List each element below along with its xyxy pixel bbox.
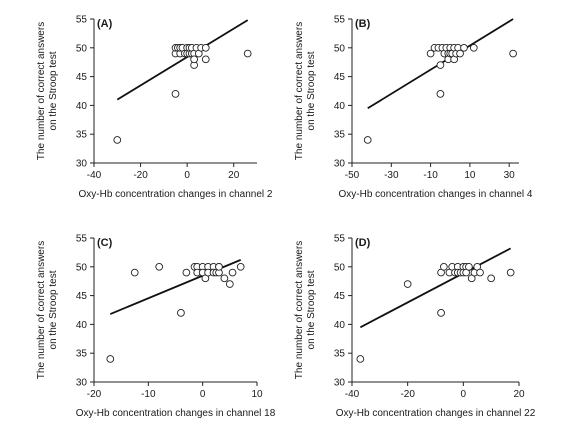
data-point bbox=[476, 268, 484, 277]
y-tick-label: 45 bbox=[334, 291, 346, 302]
data-point bbox=[440, 262, 448, 271]
data-point bbox=[228, 268, 237, 277]
x-tick-label: 10 bbox=[251, 389, 263, 400]
panel-label: (D) bbox=[355, 237, 371, 249]
y-tick-label: 50 bbox=[76, 262, 88, 273]
y-axis-label: The number of correct answerson the Stro… bbox=[36, 241, 59, 379]
x-tick-label: 0 bbox=[461, 389, 467, 400]
y-tick-label: 35 bbox=[76, 130, 88, 141]
x-tick-label: -20 bbox=[133, 170, 148, 181]
y-tick-label: 55 bbox=[76, 15, 88, 26]
data-point bbox=[243, 49, 252, 58]
panel-label: (B) bbox=[355, 18, 371, 30]
data-point bbox=[436, 90, 445, 98]
data-point bbox=[190, 55, 198, 64]
y-tick-label: 35 bbox=[334, 130, 346, 141]
y-tick-label: 35 bbox=[334, 349, 346, 360]
x-tick-label: -10 bbox=[423, 170, 438, 181]
panel-label: (A) bbox=[97, 18, 113, 30]
y-tick-label: 40 bbox=[334, 320, 346, 331]
scatter-panel-3: 30 35 40 45 50 55 -20 -10 0 10 (C) Oxy-Hb concentra… bbox=[36, 234, 276, 420]
scatter-panel-2: 30 35 40 45 50 55 -50 -30 -10 10 30 (B) Oxy-Hb conce… bbox=[294, 15, 533, 201]
x-tick-label: 20 bbox=[513, 389, 525, 400]
y-tick-label: 35 bbox=[76, 349, 88, 360]
x-tick-label: -50 bbox=[345, 170, 360, 181]
y-tick-label: 40 bbox=[76, 320, 88, 331]
data-point bbox=[465, 262, 473, 271]
data-point bbox=[225, 280, 234, 288]
x-axis-label: Oxy-Hb concentration changes in channel … bbox=[78, 189, 272, 200]
panel-label: (C) bbox=[97, 237, 113, 249]
y-tick-label: 40 bbox=[334, 101, 346, 112]
regression-line bbox=[359, 247, 512, 329]
data-point bbox=[130, 268, 139, 277]
y-tick-label: 50 bbox=[334, 43, 346, 54]
data-point bbox=[201, 43, 210, 52]
data-point bbox=[155, 262, 164, 271]
x-tick-label: -20 bbox=[87, 389, 102, 400]
scatter-panel-4: 30 35 40 45 50 55 -40 -20 0 20 (D) Oxy-Hb concentra… bbox=[294, 234, 536, 420]
y-tick-label: 50 bbox=[76, 43, 88, 54]
data-point bbox=[403, 280, 412, 288]
x-tick-label: 20 bbox=[228, 170, 240, 181]
y-tick-label: 45 bbox=[76, 291, 88, 302]
x-axis-label: Oxy-Hb concentration changes in channel … bbox=[336, 408, 536, 419]
data-point bbox=[426, 49, 435, 58]
data-point bbox=[487, 274, 496, 283]
data-point bbox=[436, 61, 445, 69]
data-point bbox=[171, 90, 180, 98]
y-tick-label: 55 bbox=[334, 234, 346, 245]
data-point bbox=[469, 43, 478, 52]
data-point bbox=[509, 49, 517, 58]
x-tick-label: 0 bbox=[200, 389, 206, 400]
y-tick-label: 45 bbox=[76, 72, 88, 83]
data-point bbox=[363, 136, 372, 144]
x-axis-label: Oxy-Hb concentration changes in channel … bbox=[338, 189, 532, 200]
x-tick-label: -40 bbox=[87, 170, 102, 181]
x-tick-label: 0 bbox=[184, 170, 190, 181]
data-point bbox=[437, 309, 445, 317]
data-point bbox=[506, 268, 515, 277]
x-tick-label: -10 bbox=[141, 389, 156, 400]
data-point bbox=[456, 49, 464, 58]
y-axis-label: The number of correct answerson the Stro… bbox=[294, 22, 317, 160]
y-axis-label: The number of correct answerson the Stro… bbox=[36, 22, 59, 160]
y-tick-label: 30 bbox=[76, 378, 88, 389]
scatter-panel-1: 30 35 40 45 50 55 -40 -20 0 20 (A) Oxy-Hb concentra… bbox=[36, 15, 273, 201]
y-axis-label: The number of correct answerson the Stro… bbox=[294, 241, 317, 379]
data-point bbox=[177, 309, 185, 317]
y-tick-label: 30 bbox=[334, 378, 346, 389]
data-point bbox=[215, 262, 223, 271]
data-point bbox=[236, 262, 245, 271]
y-tick-label: 50 bbox=[334, 262, 346, 273]
y-tick-label: 55 bbox=[334, 15, 346, 26]
data-point bbox=[113, 136, 122, 144]
y-tick-label: 40 bbox=[76, 101, 88, 112]
y-tick-label: 55 bbox=[76, 234, 88, 245]
x-tick-label: -20 bbox=[400, 389, 415, 400]
data-point bbox=[201, 55, 210, 64]
y-tick-label: 30 bbox=[334, 159, 346, 170]
x-tick-label: -30 bbox=[384, 170, 399, 181]
x-tick-label: -40 bbox=[345, 389, 360, 400]
data-point bbox=[460, 43, 468, 52]
x-tick-label: 10 bbox=[464, 170, 476, 181]
data-point bbox=[106, 355, 115, 363]
y-tick-label: 30 bbox=[76, 159, 88, 170]
x-axis-label: Oxy-Hb concentration changes in channel … bbox=[76, 408, 276, 419]
y-tick-label: 45 bbox=[334, 72, 346, 83]
regression-line bbox=[116, 19, 249, 101]
data-point bbox=[220, 274, 229, 283]
data-point bbox=[356, 355, 365, 363]
x-tick-label: 30 bbox=[504, 170, 516, 181]
data-point bbox=[182, 268, 191, 277]
